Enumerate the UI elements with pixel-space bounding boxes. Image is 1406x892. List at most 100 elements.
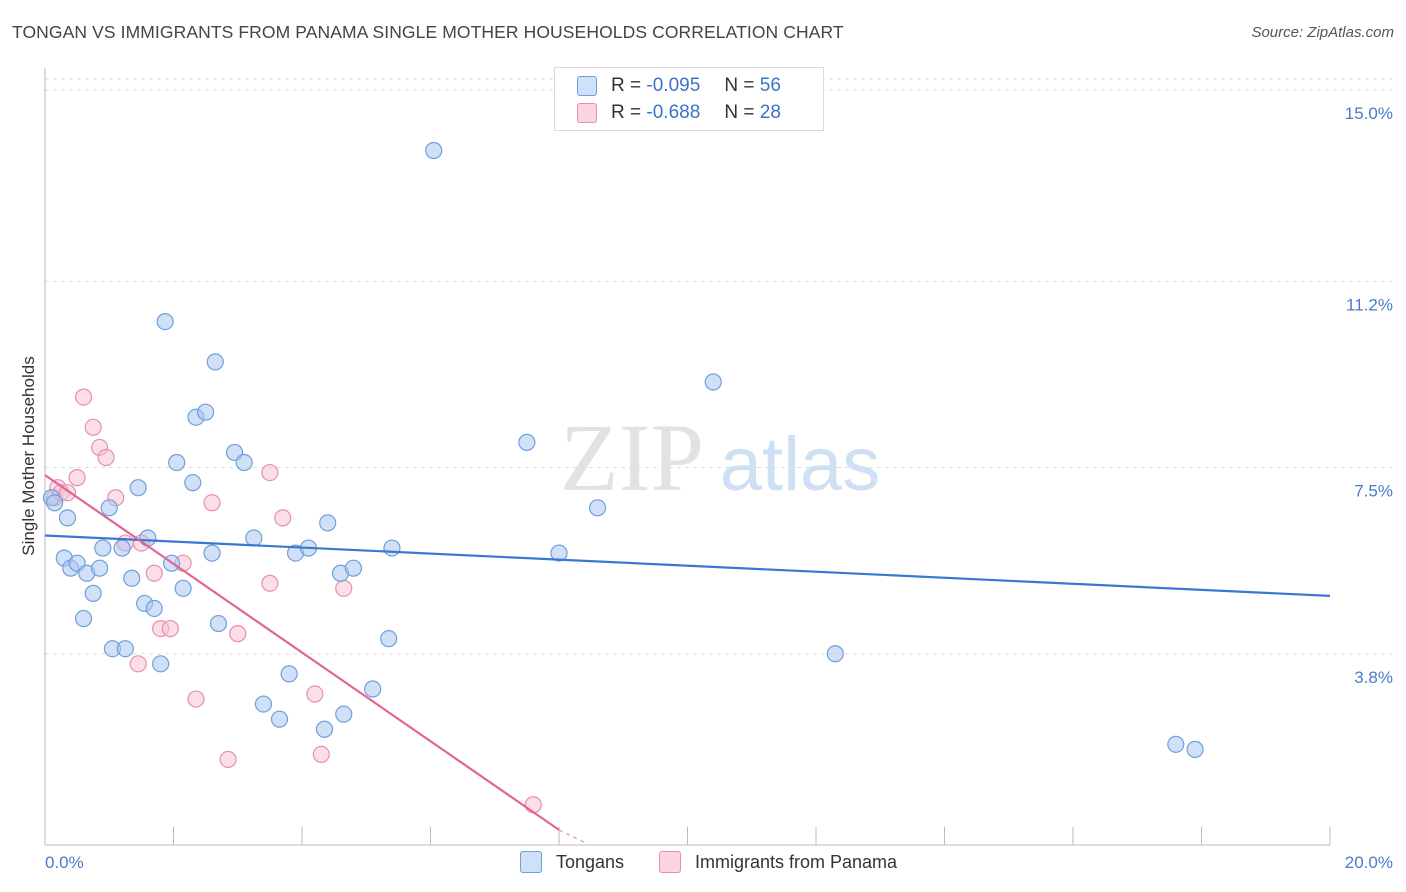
legend-r-label: R = — [611, 75, 642, 96]
trend-line-panama-extension — [558, 829, 586, 844]
tongans-point — [174, 579, 192, 597]
tongans-point — [184, 474, 202, 492]
stats-legend: R = -0.095 N = 56 R = -0.688 N = 28 — [554, 67, 824, 131]
panama-point — [161, 619, 179, 638]
legend-n-label: N = — [724, 75, 755, 96]
y-axis-label: Single Mother Households — [19, 356, 38, 555]
legend-r-value: -0.688 — [646, 102, 701, 123]
axis-labels: 3.8% 7.5% 11.2% 15.0% 0.0% 20.0% — [45, 104, 1393, 872]
panama-point — [129, 655, 147, 673]
tongans-point — [319, 514, 337, 532]
tongans-point — [704, 373, 722, 391]
panama-point — [74, 388, 93, 406]
panama-point — [219, 750, 237, 769]
tongans-point — [168, 453, 186, 472]
series-legend: Tongans Immigrants from Panama — [0, 851, 1406, 877]
tongans-point — [84, 584, 102, 602]
tongans-point — [315, 720, 334, 738]
trend-lines — [44, 474, 1331, 844]
tongans-point — [1186, 740, 1204, 758]
tongans-point — [280, 665, 298, 683]
tongans-point — [383, 539, 401, 557]
tongans-point — [364, 680, 382, 698]
tongans-point — [197, 403, 215, 421]
tongans-point — [116, 640, 134, 658]
panama-point — [187, 690, 205, 708]
series-tongans — [42, 101, 1204, 758]
tongans-point — [58, 509, 77, 527]
x-tick-label: 0.0% — [45, 853, 84, 872]
tongans-point — [380, 630, 398, 648]
tongans-point — [209, 614, 228, 633]
tongans-point — [74, 609, 93, 628]
legend-n-value: 56 — [759, 75, 781, 96]
panama-point — [524, 796, 542, 814]
legend-swatch-panama — [659, 851, 681, 873]
legend-item-panama[interactable]: Immigrants from Panama — [659, 851, 897, 873]
axes — [44, 68, 1331, 846]
tongans-point — [344, 559, 362, 577]
tongans-point — [206, 353, 224, 371]
tongans-point — [156, 313, 174, 331]
panama-point — [312, 745, 330, 764]
tongans-point — [94, 539, 112, 557]
legend-label-panama: Immigrants from Panama — [695, 851, 898, 872]
tongans-point — [254, 695, 273, 713]
watermark: ZIP atlas — [560, 404, 880, 511]
trend-line-panama — [44, 474, 560, 831]
panama-point — [97, 448, 115, 467]
legend-item-tongans[interactable]: Tongans — [520, 851, 624, 873]
tongans-point — [235, 453, 253, 472]
tongans-point — [113, 539, 131, 557]
panama-point — [229, 625, 247, 643]
tongans-point — [100, 499, 118, 517]
panama-point — [274, 509, 292, 527]
legend-swatch-tongans — [520, 851, 542, 873]
trend-line-tongans — [44, 534, 1331, 597]
legend-row-tongans: R = -0.095 N = 56 — [577, 74, 781, 98]
panama-point — [261, 574, 279, 592]
source-label: Source: ZipAtlas.com — [1251, 24, 1394, 41]
tongans-point — [145, 599, 163, 618]
y-tick-label: 15.0% — [1345, 104, 1393, 123]
tongans-point — [203, 544, 221, 562]
series-panama — [46, 388, 542, 814]
panama-point — [84, 418, 102, 436]
tongans-point — [270, 710, 289, 728]
x-tick-label: 20.0% — [1345, 853, 1393, 872]
chart-title: TONGAN VS IMMIGRANTS FROM PANAMA SINGLE … — [12, 22, 844, 42]
tongans-point — [335, 705, 353, 723]
tongans-point — [245, 529, 263, 547]
tongans-point — [46, 494, 64, 512]
legend-r-value: -0.095 — [646, 75, 701, 96]
tongans-point — [91, 559, 109, 577]
panama-point — [306, 685, 324, 703]
tongans-point — [588, 499, 607, 517]
legend-n-value: 28 — [759, 102, 781, 123]
legend-n-label: N = — [724, 102, 755, 123]
panama-point — [335, 579, 353, 597]
y-tick-label: 11.2% — [1346, 295, 1393, 314]
panama-point — [68, 469, 86, 487]
tongans-point — [518, 433, 536, 451]
legend-row-panama: R = -0.688 N = 28 — [577, 101, 781, 125]
panama-point — [203, 494, 221, 512]
tongans-point — [152, 655, 170, 673]
legend-r-label: R = — [611, 102, 642, 123]
watermark-zip: ZIP — [560, 404, 704, 511]
tongans-point — [1167, 735, 1185, 753]
tongans-point — [129, 479, 147, 497]
tongans-point — [550, 544, 568, 562]
panama-point — [261, 463, 279, 482]
tongans-point — [123, 569, 141, 587]
y-tick-label: 7.5% — [1354, 482, 1393, 501]
tongans-point — [826, 645, 844, 663]
watermark-atlas: atlas — [720, 422, 881, 507]
legend-swatch-tongans — [577, 76, 597, 96]
y-tick-label: 3.8% — [1354, 668, 1393, 687]
tongans-point — [139, 529, 157, 547]
legend-swatch-panama — [577, 103, 597, 123]
panama-point — [145, 564, 163, 582]
tongans-point — [425, 141, 443, 160]
